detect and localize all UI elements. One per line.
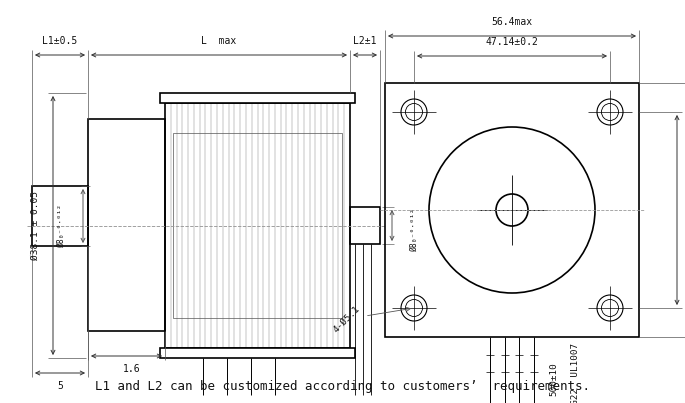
Bar bbox=[32, 186, 88, 246]
Bar bbox=[173, 133, 342, 318]
Text: 56.4max: 56.4max bbox=[491, 17, 532, 27]
Text: L2±1: L2±1 bbox=[353, 36, 377, 46]
Text: AWG22  UL1007: AWG22 UL1007 bbox=[571, 343, 580, 403]
Bar bbox=[88, 119, 165, 331]
Text: 5: 5 bbox=[57, 381, 63, 391]
Text: 500±10: 500±10 bbox=[549, 362, 558, 396]
Text: Ø8₀⁻⁰·⁰¹²: Ø8₀⁻⁰·⁰¹² bbox=[410, 207, 419, 251]
Text: Ø8₀⁻⁰·⁰¹²: Ø8₀⁻⁰·⁰¹² bbox=[56, 204, 66, 247]
Text: L1±0.5: L1±0.5 bbox=[42, 36, 77, 46]
Text: Ø38.1 ± 0.05: Ø38.1 ± 0.05 bbox=[31, 191, 40, 260]
Text: 4-Ø5.1: 4-Ø5.1 bbox=[332, 304, 410, 334]
Bar bbox=[350, 207, 380, 244]
Text: 47.14±0.2: 47.14±0.2 bbox=[486, 37, 538, 47]
Text: 1.6: 1.6 bbox=[123, 364, 140, 374]
Bar bbox=[160, 348, 355, 358]
Bar bbox=[160, 93, 355, 103]
Text: L1 and L2 can be customized according to customers’  requirements.: L1 and L2 can be customized according to… bbox=[95, 380, 590, 393]
Bar bbox=[165, 103, 350, 348]
Text: L  max: L max bbox=[201, 36, 236, 46]
Bar bbox=[385, 83, 639, 337]
